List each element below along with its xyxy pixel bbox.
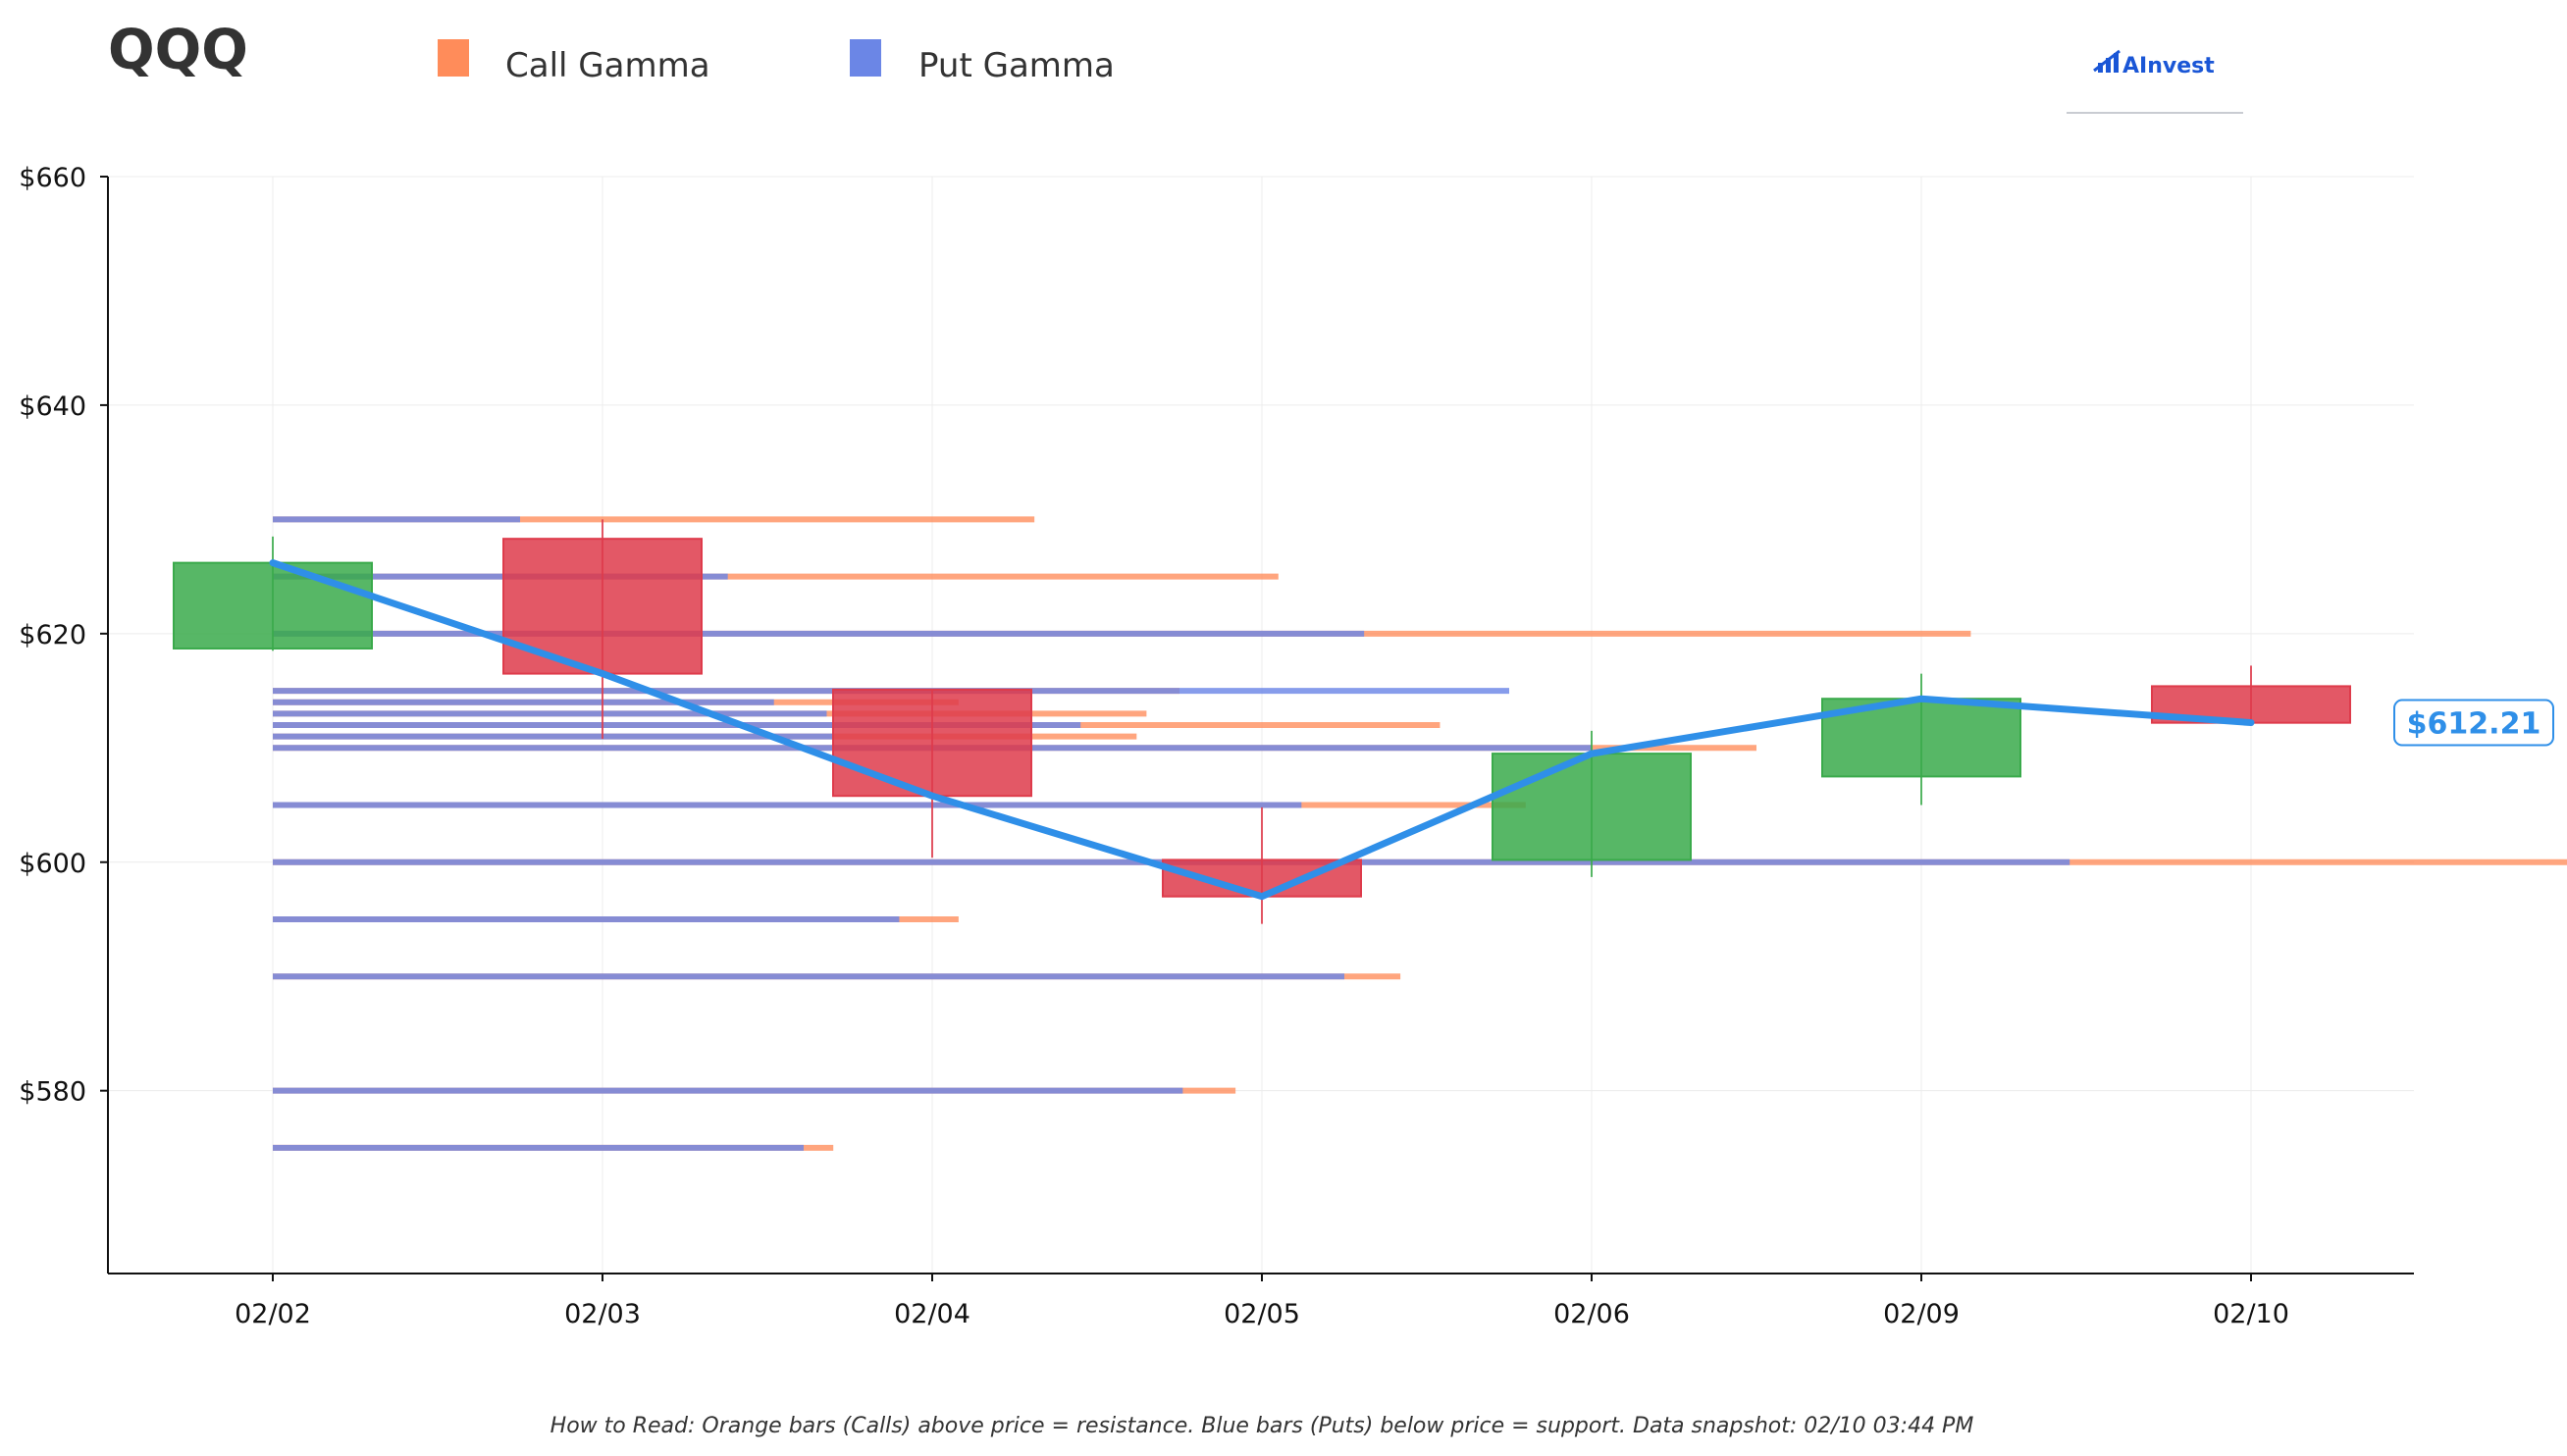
candles [173,519,2351,924]
last-price-label: $612.21 [2407,707,2541,742]
candle-body-0 [173,561,373,650]
how-to-read-note: How to Read: Orange bars (Calls) above p… [550,1414,1974,1438]
legend-swatch-call [438,39,469,77]
ainvest-logo-text: AInvest [2122,54,2215,78]
legend-label-put: Put Gamma [918,46,1115,85]
y-tick-label-4: $660 [19,163,86,193]
candle-body-2 [832,688,1032,798]
legend-label-call: Call Gamma [505,46,710,85]
legend: Call Gamma Put Gamma [438,39,1115,85]
x-tick-label-5: 02/09 [1883,1299,1960,1329]
axes: $580 $600 $620 $640 $660 02/02 02/03 02/04 02/05… [19,163,2414,1329]
chart-title: QQQ [108,19,248,82]
x-tick-label-3: 02/05 [1224,1299,1300,1329]
x-tick-label-1: 02/03 [564,1299,641,1329]
last-price-badge [2393,699,2554,747]
x-tick-label-6: 02/10 [2213,1299,2289,1329]
x-tick-label-2: 02/04 [894,1299,970,1329]
x-tick-label-0: 02/02 [235,1299,311,1329]
close-line-layer: $612.21 [269,559,2554,901]
y-tick-label-2: $620 [19,620,86,650]
close-price-line [269,559,2255,901]
y-tick-label-1: $600 [19,849,86,879]
y-tick-label-0: $580 [19,1077,86,1108]
candle-body-4 [1492,753,1692,861]
ainvest-logo-icon [2093,49,2121,73]
y-tick-label-3: $640 [19,391,86,422]
ainvest-logo: AInvest [2067,49,2243,114]
x-tick-label-4: 02/06 [1553,1299,1630,1329]
legend-swatch-put [850,39,881,77]
